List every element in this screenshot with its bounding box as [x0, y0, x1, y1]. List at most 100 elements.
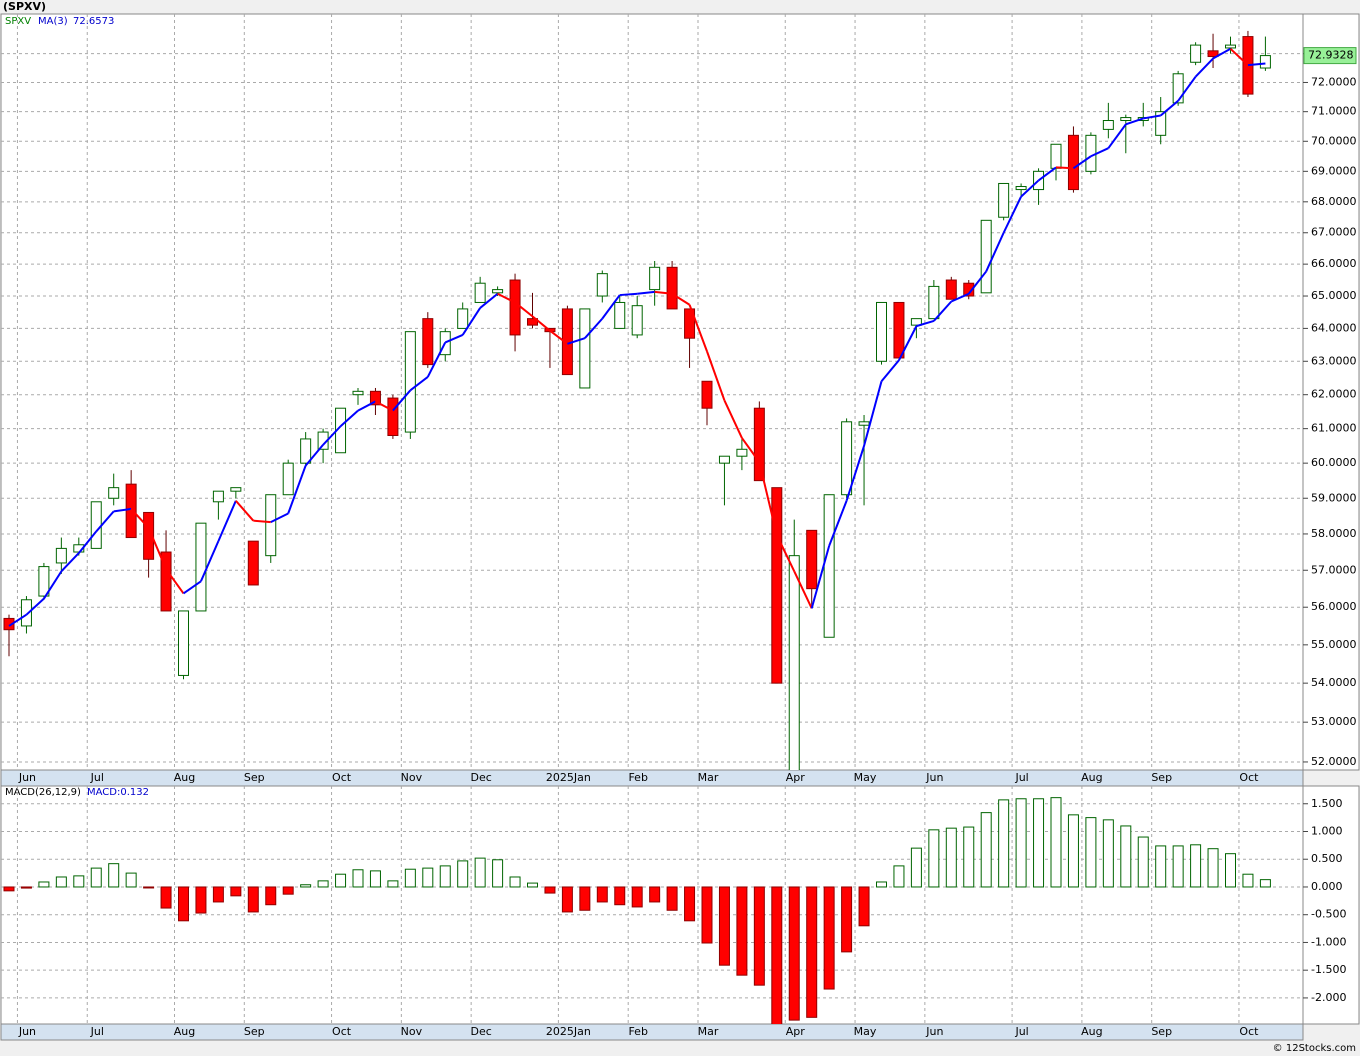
macd-bar: [596, 886, 608, 903]
macd-bar: [369, 870, 381, 888]
ma-segment: [25, 597, 45, 616]
x-tick-label: Oct: [1239, 1025, 1259, 1038]
macd-bar: [90, 867, 102, 888]
macd-bar: [1137, 836, 1149, 888]
macd-bar: [38, 881, 50, 888]
candle-body: [666, 266, 678, 310]
macd-bar: [527, 882, 538, 888]
macd-bar: [963, 826, 975, 888]
ma-segment: [217, 500, 237, 542]
ma-segment: [357, 400, 376, 412]
candle-body: [718, 455, 730, 464]
candle-body: [1172, 73, 1184, 104]
macd-bar: [910, 847, 922, 888]
macd-bar: [247, 886, 259, 913]
macd-bar: [841, 886, 853, 953]
ma-segment: [916, 319, 935, 328]
candle-body: [1155, 111, 1167, 136]
ma-segment: [619, 292, 638, 297]
y-tick-label: 58.0000: [1311, 527, 1357, 540]
macd-title: MACD(26,12,9): [5, 787, 81, 798]
ma-segment: [1194, 57, 1214, 78]
candle-body: [108, 487, 120, 499]
ma-segment: [898, 325, 918, 361]
x-tick-label: Apr: [786, 771, 806, 784]
page-title: (SPXV): [3, 0, 46, 13]
x-tick-label: Feb: [628, 771, 647, 784]
macd-bar: [1190, 844, 1202, 888]
ma-segment: [967, 270, 987, 295]
macd-bar: [404, 868, 416, 888]
ma-segment: [1247, 62, 1266, 67]
y-tick-label: 63.0000: [1311, 354, 1357, 367]
x-tick-label: Jun: [18, 1025, 36, 1038]
ma-segment: [339, 409, 359, 427]
macd-plot: [1, 786, 1303, 1024]
x-tick-label: Sep: [1151, 1025, 1172, 1038]
last-price-box: [1303, 47, 1357, 65]
macd-bar: [1050, 797, 1062, 888]
ma-segment: [60, 552, 80, 573]
candle-body: [300, 438, 312, 464]
ma-segment: [147, 527, 167, 570]
ma-segment: [444, 334, 464, 344]
macd-bar: [439, 865, 451, 888]
x-tick-label: Jun: [18, 771, 36, 784]
x-axis-strip: [0, 1023, 1304, 1041]
candle-body: [649, 266, 661, 291]
ma-segment: [1107, 123, 1127, 149]
macd-bar: [1067, 814, 1079, 888]
candle-body: [614, 301, 626, 329]
macd-bar: [1207, 848, 1219, 888]
macd-bar: [561, 886, 573, 913]
candle-body: [1259, 55, 1271, 69]
ma-segment: [1143, 114, 1161, 120]
x-tick-label: Sep: [1151, 771, 1172, 784]
ma-segment: [671, 292, 691, 306]
x-tick-label: Nov: [401, 1025, 423, 1038]
candle-body: [1207, 50, 1219, 58]
ma-segment: [1020, 179, 1040, 198]
macd-bar: [684, 886, 696, 922]
candle-body: [474, 282, 486, 303]
macd-bar: [125, 872, 137, 888]
x-tick-label: Feb: [628, 1025, 647, 1038]
x-tick-label: Apr: [786, 1025, 806, 1038]
macd-axis: [1302, 785, 1360, 1025]
x-tick-label: Jun: [925, 771, 943, 784]
macd-bar: [300, 884, 312, 888]
candle-body: [20, 599, 32, 627]
macd-bar: [945, 827, 957, 888]
macd-bar: [579, 886, 591, 911]
x-tick-label: Aug: [174, 1025, 195, 1038]
candle-body: [1015, 186, 1027, 191]
ma-segment: [1002, 196, 1023, 234]
macd-bar: [788, 886, 800, 1021]
macd-bar: [178, 886, 189, 922]
candle-body: [1102, 120, 1114, 130]
y-tick-label: 69.0000: [1311, 164, 1357, 177]
candle-body: [387, 397, 399, 437]
candle-body: [369, 390, 381, 406]
macd-legend: MACD:0.132: [87, 787, 149, 798]
macd-bar: [1085, 817, 1097, 888]
ma-segment: [863, 381, 883, 447]
x-tick-label: Mar: [698, 771, 719, 784]
candle-body: [1067, 134, 1079, 191]
x-tick-label: Sep: [244, 771, 265, 784]
footer: © 12Stocks.com: [1273, 1043, 1356, 1054]
y-tick-label: 64.0000: [1311, 321, 1357, 334]
macd-bar: [666, 886, 678, 911]
y-tick-label: 70.0000: [1311, 134, 1357, 147]
macd-bar: [1015, 798, 1027, 888]
macd-bar: [753, 886, 765, 986]
macd-bar: [823, 886, 835, 990]
macd-bar: [55, 876, 67, 888]
ma-segment: [78, 530, 98, 554]
ma-segment: [1037, 166, 1057, 182]
candle-body: [1120, 117, 1132, 122]
macd-bar: [858, 886, 870, 927]
candle-body: [893, 301, 905, 359]
ma-segment: [409, 376, 429, 392]
x-tick-label: Aug: [174, 771, 195, 784]
